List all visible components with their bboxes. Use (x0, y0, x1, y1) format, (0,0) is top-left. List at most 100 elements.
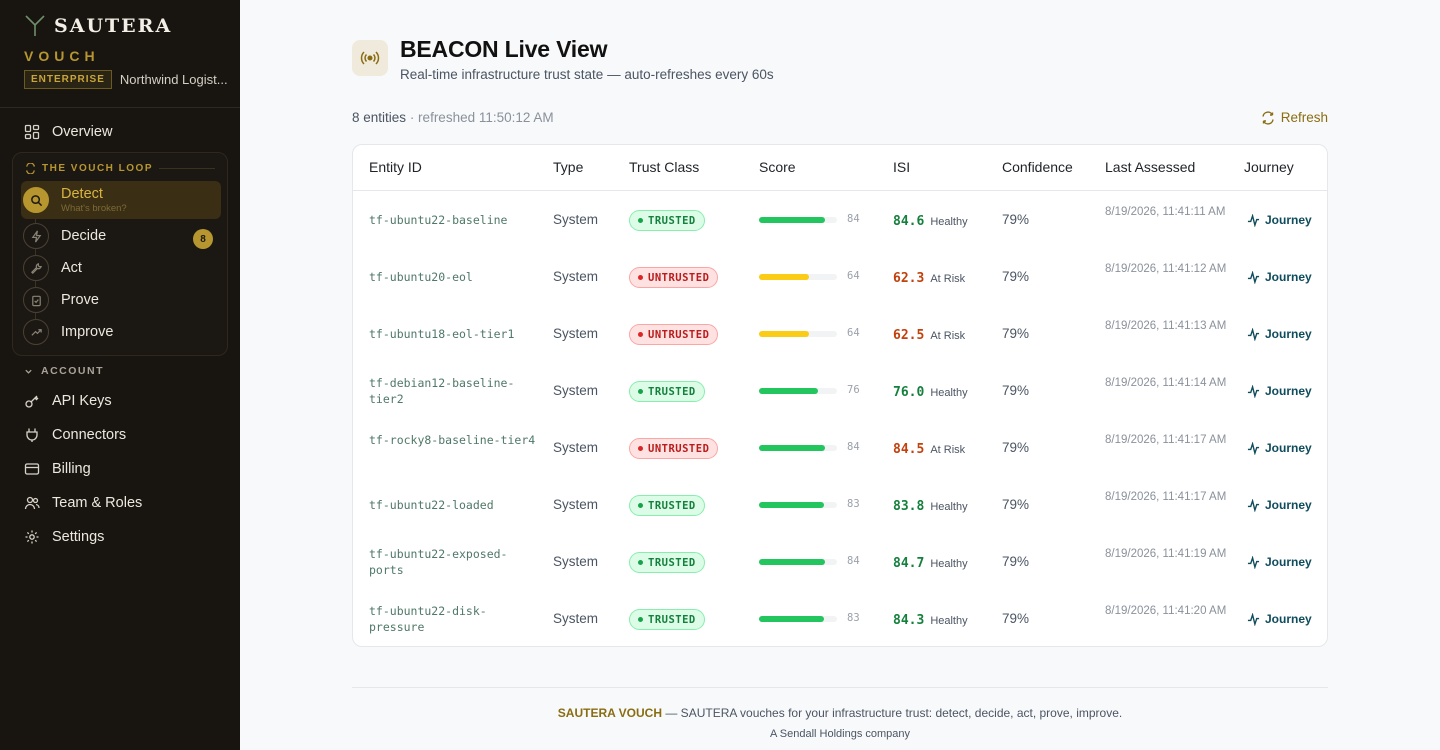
status-dot-icon (638, 560, 643, 565)
loop-step-improve[interactable]: Improve (23, 319, 113, 345)
decide-count-badge: 8 (193, 229, 213, 249)
isi-value: 76.0 (893, 385, 925, 400)
refresh-button[interactable]: Refresh (1261, 110, 1328, 125)
loop-step-label: Detect (61, 186, 103, 202)
trust-badge-label: UNTRUSTED (648, 442, 710, 455)
trending-up-icon (23, 319, 49, 345)
column-header[interactable]: Trust Class (629, 159, 700, 175)
score-bar (759, 616, 837, 622)
activity-icon (1247, 612, 1260, 626)
journey-link-label: Journey (1265, 327, 1312, 341)
table-row[interactable]: tf-ubuntu20-eol System UNTRUSTED 64 62.3 At R… (353, 249, 1327, 306)
activity-icon (1247, 327, 1260, 341)
table-row[interactable]: tf-ubuntu22-baseline System TRUSTED 84 84.6 H… (353, 192, 1327, 249)
status-dot-icon (638, 218, 643, 223)
entity-type: System (553, 269, 599, 284)
sidebar-item-overview[interactable]: Overview (24, 124, 112, 140)
journey-link-label: Journey (1265, 384, 1312, 398)
sidebar-item-label: Billing (52, 461, 91, 477)
isi-value: 62.3 (893, 271, 925, 286)
journey-link[interactable]: Journey (1247, 270, 1312, 284)
entity-id[interactable]: tf-ubuntu22-exposed-ports (369, 547, 508, 577)
footer-brand: SAUTERA VOUCH (557, 706, 663, 720)
entity-type: System (553, 326, 599, 341)
entity-id[interactable]: tf-ubuntu18-eol-tier1 (369, 327, 515, 341)
loop-step-decide[interactable]: Decide (23, 223, 106, 249)
score-value: 84 (847, 441, 860, 453)
journey-link-label: Journey (1265, 555, 1312, 569)
column-header[interactable]: Confidence (1002, 159, 1073, 175)
journey-link-label: Journey (1265, 270, 1312, 284)
score-bar (759, 445, 837, 451)
entity-id[interactable]: tf-ubuntu22-loaded (369, 498, 494, 512)
entity-id[interactable]: tf-ubuntu22-disk-pressure (369, 604, 487, 634)
loop-step-prove[interactable]: Prove (23, 287, 99, 313)
journey-link[interactable]: Journey (1247, 213, 1312, 227)
active-step-highlight (21, 181, 221, 219)
table-row[interactable]: tf-debian12-baseline-tier2 System TRUSTED 7… (353, 363, 1327, 420)
loop-step-label: Decide (61, 228, 107, 244)
isi-status: Healthy (930, 387, 968, 399)
journey-link[interactable]: Journey (1247, 384, 1312, 398)
table-row[interactable]: tf-ubuntu22-disk-pressure System TRUSTED 83… (353, 591, 1327, 646)
isi-status: Healthy (930, 558, 968, 570)
isi-status: Healthy (930, 501, 968, 513)
entity-type: System (553, 212, 599, 227)
account-section-toggle[interactable]: ACCOUNT (24, 365, 104, 377)
org-name[interactable]: Northwind Logist... (119, 72, 228, 87)
entity-type: System (553, 554, 599, 569)
entity-id[interactable]: tf-ubuntu22-baseline (369, 213, 508, 227)
score-value: 64 (847, 327, 860, 339)
status-dot-icon (638, 617, 643, 622)
trust-badge-label: UNTRUSTED (648, 271, 710, 284)
isi-status: At Risk (930, 444, 966, 456)
trust-badge-label: TRUSTED (648, 613, 696, 626)
isi-cell: 62.5 At Risk (893, 326, 965, 344)
journey-link[interactable]: Journey (1247, 555, 1312, 569)
column-header[interactable]: Journey (1244, 159, 1294, 175)
journey-link[interactable]: Journey (1247, 612, 1312, 626)
entity-id[interactable]: tf-debian12-baseline-tier2 (369, 376, 515, 406)
sidebar-item-connectors[interactable]: Connectors (24, 427, 126, 443)
journey-link[interactable]: Journey (1247, 327, 1312, 341)
refresh-icon (1262, 110, 1274, 125)
score-bar-fill (759, 274, 809, 280)
trust-badge: UNTRUSTED (629, 267, 719, 288)
status-dot-icon (638, 389, 643, 394)
isi-status: At Risk (930, 330, 966, 342)
table-row[interactable]: tf-ubuntu18-eol-tier1 System UNTRUSTED 64 62… (353, 306, 1327, 363)
table-row[interactable]: tf-ubuntu22-loaded System TRUSTED 83 83.8 Hea… (353, 477, 1327, 534)
sidebar-item-team-roles[interactable]: Team & Roles (24, 495, 142, 511)
column-header[interactable]: Score (759, 159, 796, 175)
confidence-value: 79% (1002, 326, 1030, 341)
page-title: BEACON Live View (400, 36, 608, 62)
table-row[interactable]: tf-ubuntu22-exposed-ports System TRUSTED 84… (353, 534, 1327, 591)
score-bar (759, 502, 837, 508)
sidebar-item-billing[interactable]: Billing (24, 461, 91, 477)
column-header[interactable]: Last Assessed (1105, 159, 1196, 175)
loop-step-detect[interactable]: Detect What's broken? (23, 186, 127, 214)
column-header[interactable]: Type (553, 159, 584, 175)
sidebar-item-api-keys[interactable]: API Keys (24, 393, 112, 409)
score-bar-fill (759, 445, 825, 451)
sidebar-item-settings[interactable]: Settings (24, 529, 104, 545)
column-header[interactable]: Entity ID (369, 159, 422, 175)
journey-link[interactable]: Journey (1247, 441, 1312, 455)
journey-link[interactable]: Journey (1247, 498, 1312, 512)
column-header[interactable]: ISI (893, 159, 911, 175)
entity-type: System (553, 497, 599, 512)
trust-badge: UNTRUSTED (629, 324, 719, 345)
journey-link-label: Journey (1265, 498, 1312, 512)
sidebar-divider (0, 107, 240, 108)
status-dot-icon (638, 503, 643, 508)
entity-id[interactable]: tf-ubuntu20-eol (369, 270, 473, 284)
loop-step-act[interactable]: Act (23, 255, 82, 281)
last-assessed: 8/19/2026, 11:41:19 AM (1105, 548, 1227, 560)
status-dot-icon (638, 275, 643, 280)
sidebar-item-label: API Keys (52, 393, 112, 409)
footer-divider (352, 687, 1328, 688)
table-row[interactable]: tf-rocky8-baseline-tier4 System UNTRUSTED 8… (353, 420, 1327, 477)
score-bar-fill (759, 502, 824, 508)
last-assessed: 8/19/2026, 11:41:13 AM (1105, 320, 1227, 332)
entity-id[interactable]: tf-rocky8-baseline-tier4 (369, 433, 536, 447)
